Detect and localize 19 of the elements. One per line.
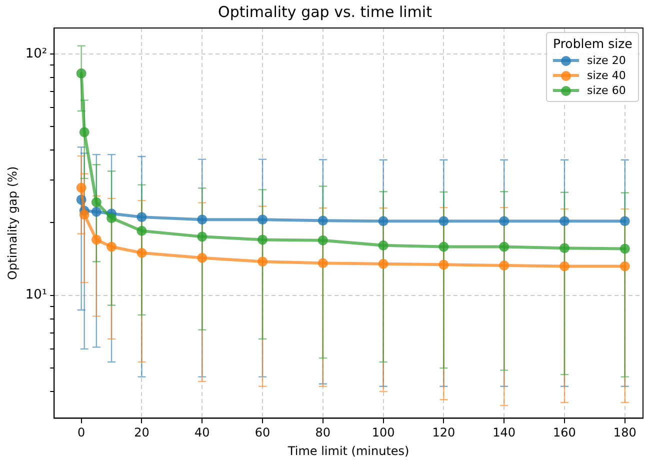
x-tick-label: 20: [134, 426, 150, 440]
legend-label: size 40: [587, 69, 626, 82]
legend-label: size 60: [587, 84, 626, 97]
x-tick-label: 80: [315, 426, 331, 440]
legend-title: Problem size: [553, 36, 632, 51]
x-tick-label: 60: [254, 426, 270, 440]
x-tick-label: 180: [613, 426, 636, 440]
x-tick-label: 140: [492, 426, 516, 440]
y-tick-label: 10¹: [25, 288, 48, 303]
legend-label: size 20: [587, 54, 626, 67]
x-tick-label: 120: [432, 426, 456, 440]
chart-title: Optimality gap vs. time limit: [218, 2, 432, 21]
y-tick-label: 10²: [25, 46, 48, 62]
y-axis-title: Optimality gap (%): [5, 166, 20, 280]
x-tick-label: 160: [553, 426, 576, 440]
x-tick-label: 100: [372, 426, 395, 440]
x-tick-label: 0: [78, 426, 86, 440]
x-tick-label: 40: [194, 426, 210, 440]
x-axis-title: Time limit (minutes): [286, 444, 410, 458]
